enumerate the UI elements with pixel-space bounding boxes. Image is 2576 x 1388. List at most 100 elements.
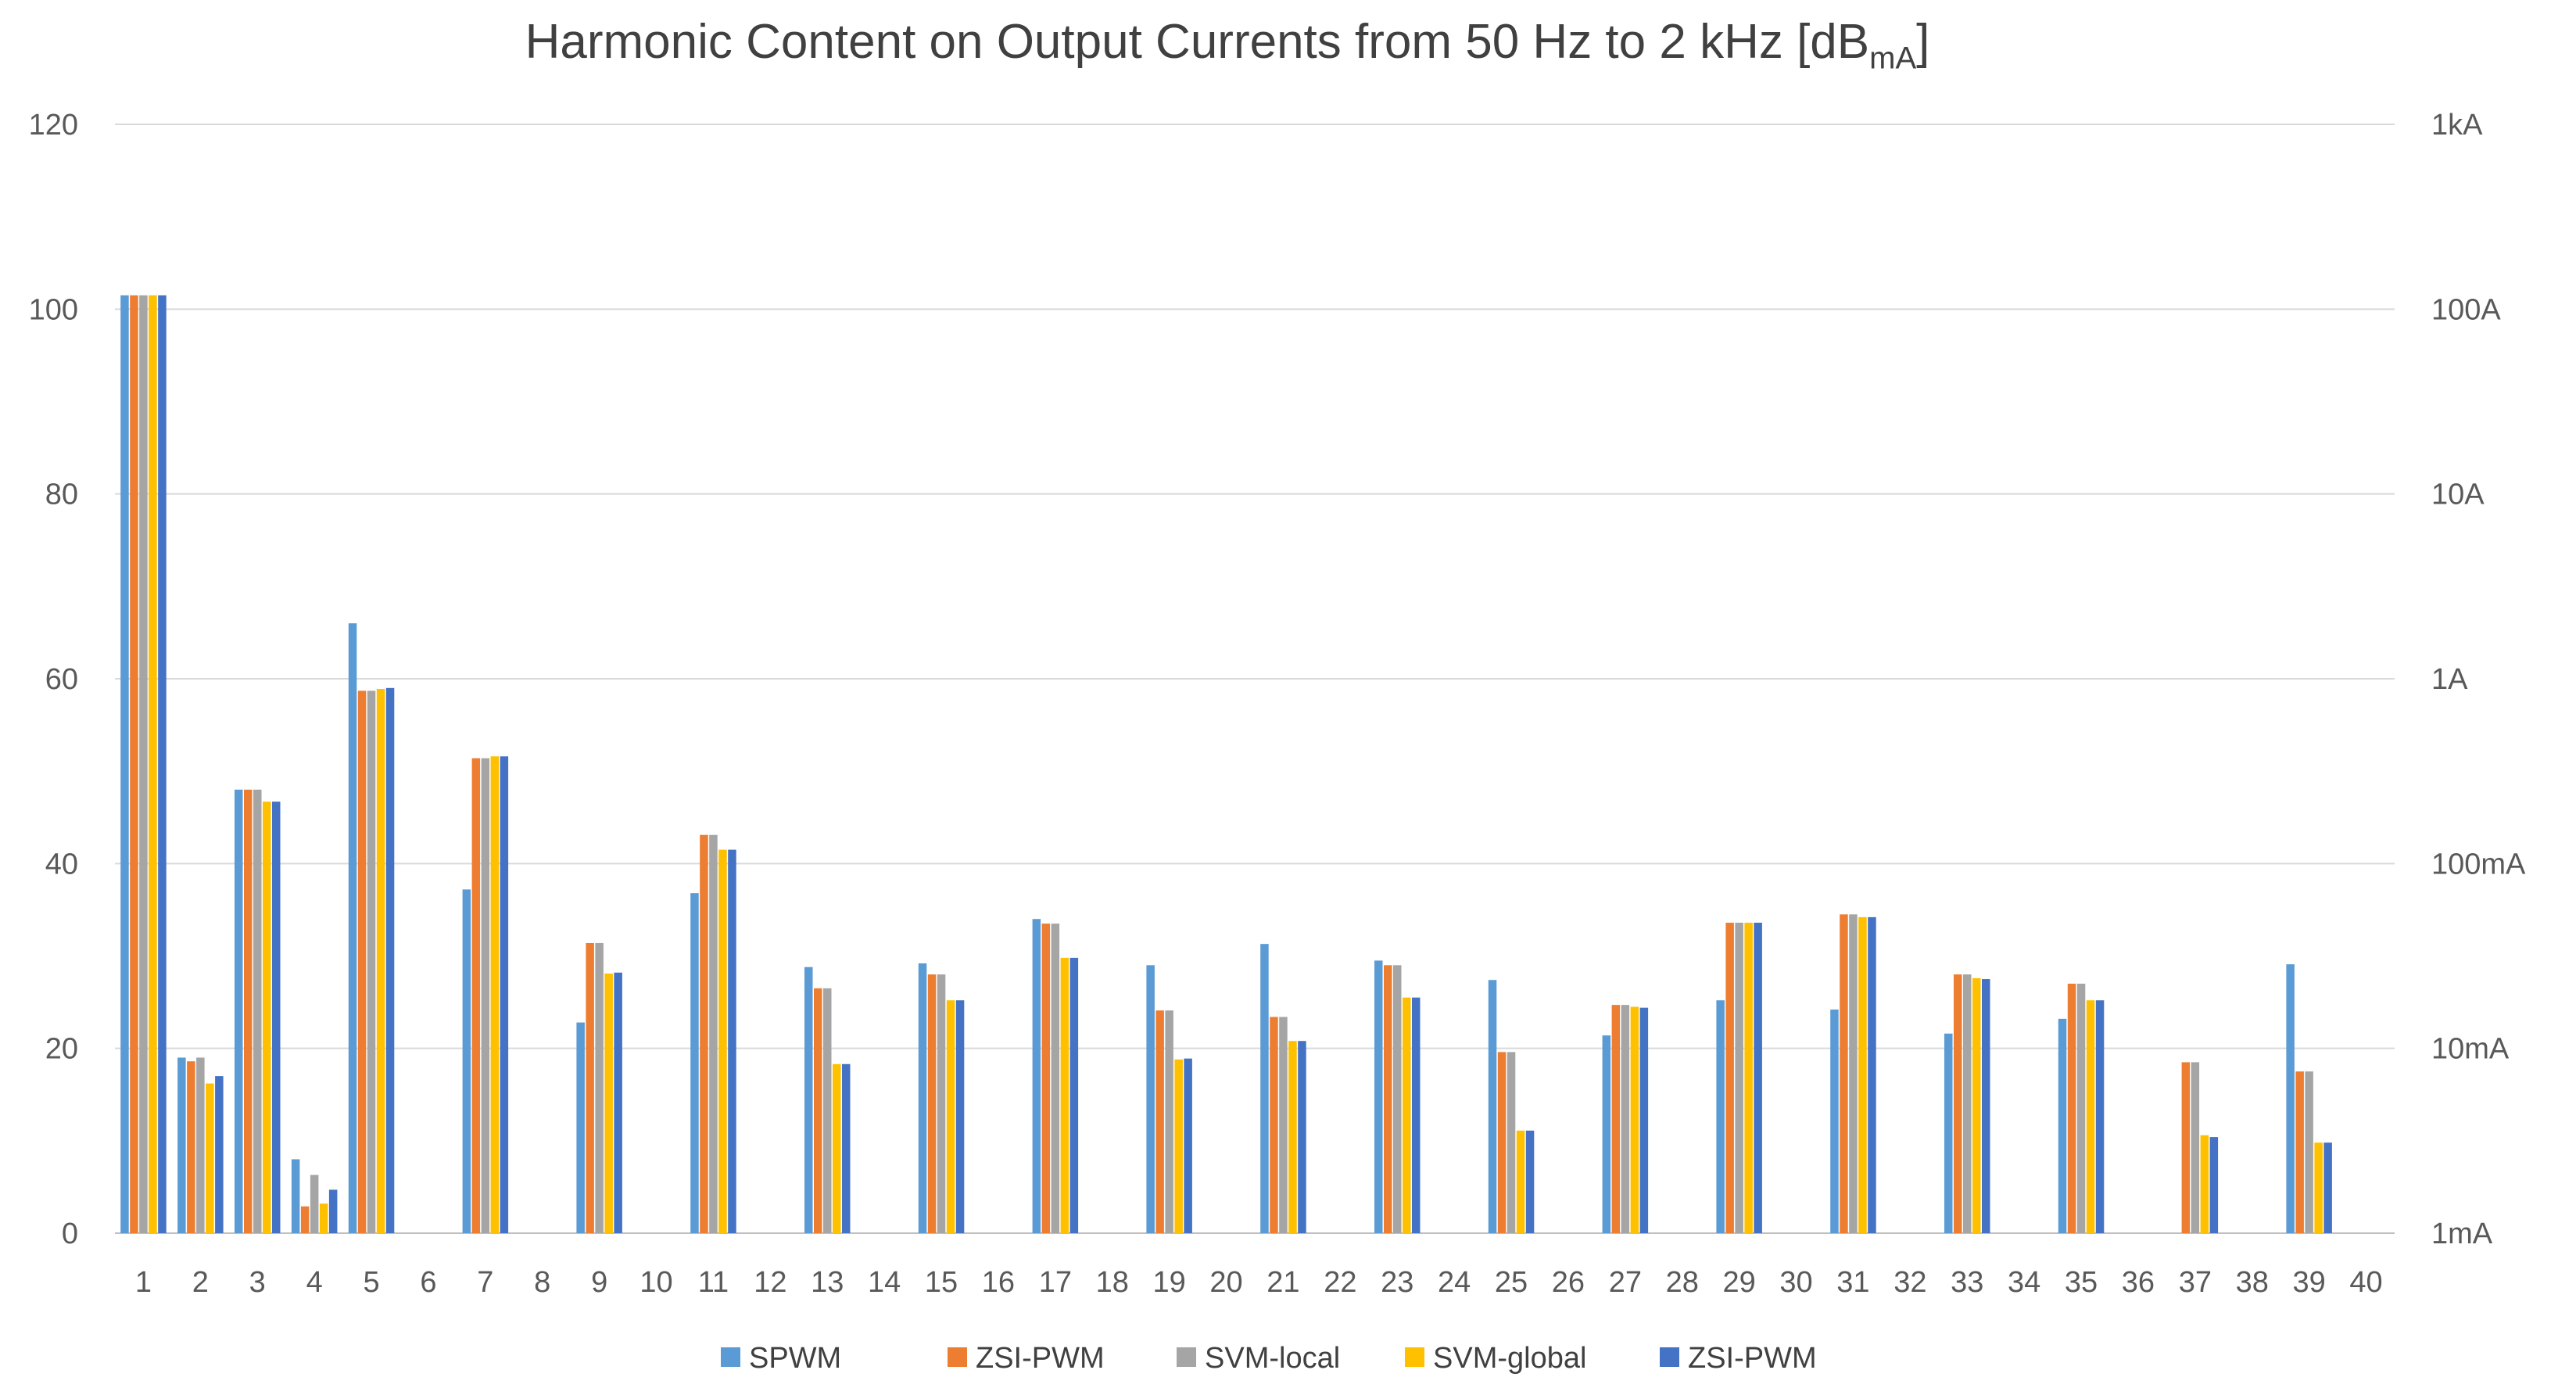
y2-tick-label: 1A: [2431, 663, 2468, 696]
bar-zsi-pwm-35: [2095, 1000, 2105, 1233]
bar-svm-global-4: [319, 1203, 328, 1233]
bar-zsi-pwm-4: [328, 1189, 338, 1233]
x-tick-label: 36: [2122, 1266, 2155, 1299]
bar-zsi-pwm-9: [586, 942, 594, 1233]
x-tick-label: 5: [363, 1266, 379, 1299]
x-tick-label: 20: [1209, 1266, 1242, 1299]
bar-svm-local-31: [1849, 914, 1858, 1233]
bar-zsi-pwm-23: [1384, 965, 1392, 1233]
bar-spwm-3: [235, 789, 243, 1233]
bar-svm-global-39: [2314, 1142, 2323, 1233]
bar-spwm-15: [918, 963, 927, 1233]
bar-zsi-pwm-11: [700, 834, 708, 1233]
bar-svm-local-37: [2191, 1062, 2200, 1233]
y-tick-label: 0: [62, 1218, 78, 1250]
y-tick-label: 40: [45, 848, 78, 881]
bar-svm-local-33: [1963, 974, 1972, 1233]
bar-zsi-pwm-31: [1868, 916, 1876, 1233]
bar-zsi-pwm-11: [728, 849, 736, 1233]
bar-zsi-pwm-5: [385, 687, 395, 1233]
y-tick-label: 80: [45, 479, 78, 511]
bar-zsi-pwm-29: [1725, 922, 1734, 1233]
bar-zsi-pwm-33: [1954, 974, 1962, 1233]
bar-zsi-pwm-39: [2323, 1142, 2332, 1233]
x-tick-label: 30: [1779, 1266, 1812, 1299]
x-tick-label: 23: [1381, 1266, 1413, 1299]
bar-zsi-pwm-37: [2181, 1062, 2191, 1233]
x-tick-label: 21: [1267, 1266, 1299, 1299]
bar-svm-global-5: [376, 688, 385, 1233]
legend-label: SVM-global: [1433, 1342, 1586, 1375]
bar-svm-local-2: [196, 1057, 205, 1233]
y-tick-label: 20: [45, 1033, 78, 1066]
x-tick-label: 27: [1609, 1266, 1642, 1299]
bar-zsi-pwm-19: [1155, 1010, 1164, 1233]
bar-zsi-pwm-1: [158, 295, 167, 1233]
x-tick-label: 31: [1836, 1266, 1869, 1299]
bar-zsi-pwm-2: [215, 1076, 224, 1233]
x-tick-label: 18: [1096, 1266, 1129, 1299]
bar-zsi-pwm-35: [2067, 983, 2076, 1233]
bar-svm-local-9: [595, 942, 604, 1233]
bar-svm-global-13: [833, 1063, 841, 1233]
chart-title-suffix: ]: [1916, 15, 1930, 69]
bar-zsi-pwm-3: [244, 789, 253, 1233]
x-tick-label: 14: [868, 1266, 901, 1299]
bar-spwm-25: [1488, 980, 1497, 1233]
bar-svm-local-19: [1165, 1010, 1173, 1233]
x-tick-label: 28: [1666, 1266, 1699, 1299]
bar-svm-global-35: [2086, 1000, 2095, 1233]
bar-svm-local-7: [481, 758, 490, 1233]
x-tick-label: 35: [2065, 1266, 2098, 1299]
x-tick-label: 7: [477, 1266, 493, 1299]
bar-spwm-29: [1716, 1000, 1725, 1233]
y2-tick-label: 10A: [2431, 479, 2485, 511]
y2-tick-label: 100mA: [2431, 848, 2526, 881]
bar-spwm-21: [1260, 944, 1269, 1233]
y2-tick-label: 1kA: [2431, 109, 2483, 142]
bar-zsi-pwm-33: [1982, 979, 1990, 1233]
bar-zsi-pwm-37: [2209, 1137, 2219, 1233]
bar-zsi-pwm-21: [1298, 1041, 1306, 1233]
bar-svm-global-3: [263, 802, 271, 1233]
bar-svm-global-27: [1630, 1006, 1639, 1233]
bar-zsi-pwm-9: [614, 972, 622, 1233]
bar-zsi-pwm-21: [1270, 1017, 1278, 1233]
x-tick-label: 13: [811, 1266, 844, 1299]
x-tick-label: 2: [192, 1266, 209, 1299]
x-tick-label: 26: [1552, 1266, 1585, 1299]
bar-spwm-39: [2286, 964, 2295, 1233]
x-tick-label: 24: [1438, 1266, 1471, 1299]
bar-spwm-7: [462, 889, 471, 1233]
bar-spwm-17: [1032, 919, 1041, 1233]
bar-svm-global-9: [604, 973, 613, 1233]
legend-swatch: [1177, 1347, 1196, 1367]
x-tick-label: 8: [534, 1266, 550, 1299]
bar-spwm-33: [1944, 1033, 1953, 1233]
bar-svm-global-33: [1972, 977, 1981, 1233]
bar-svm-local-21: [1279, 1017, 1288, 1233]
bar-zsi-pwm-17: [1041, 924, 1051, 1233]
bar-zsi-pwm-5: [357, 690, 367, 1233]
bar-zsi-pwm-27: [1611, 1005, 1621, 1233]
x-tick-label: 38: [2236, 1266, 2269, 1299]
bar-zsi-pwm-15: [927, 974, 937, 1233]
y2-tick-label: 100A: [2431, 293, 2501, 326]
bar-svm-global-19: [1174, 1059, 1183, 1233]
bar-svm-local-27: [1621, 1005, 1630, 1233]
bar-zsi-pwm-17: [1069, 957, 1079, 1233]
x-tick-label: 4: [306, 1266, 323, 1299]
bar-spwm-31: [1830, 1010, 1839, 1233]
bar-spwm-1: [120, 295, 129, 1233]
bar-svm-local-4: [310, 1175, 319, 1233]
bar-spwm-2: [177, 1057, 186, 1233]
bar-zsi-pwm-27: [1639, 1007, 1649, 1233]
x-tick-label: 39: [2293, 1266, 2326, 1299]
bar-zsi-pwm-7: [500, 756, 509, 1233]
x-tick-label: 16: [982, 1266, 1015, 1299]
bar-svm-global-17: [1060, 957, 1069, 1233]
legend-swatch: [721, 1347, 740, 1367]
legend-swatch: [1660, 1347, 1679, 1367]
x-tick-label: 34: [2008, 1266, 2040, 1299]
bar-zsi-pwm-25: [1497, 1052, 1507, 1233]
